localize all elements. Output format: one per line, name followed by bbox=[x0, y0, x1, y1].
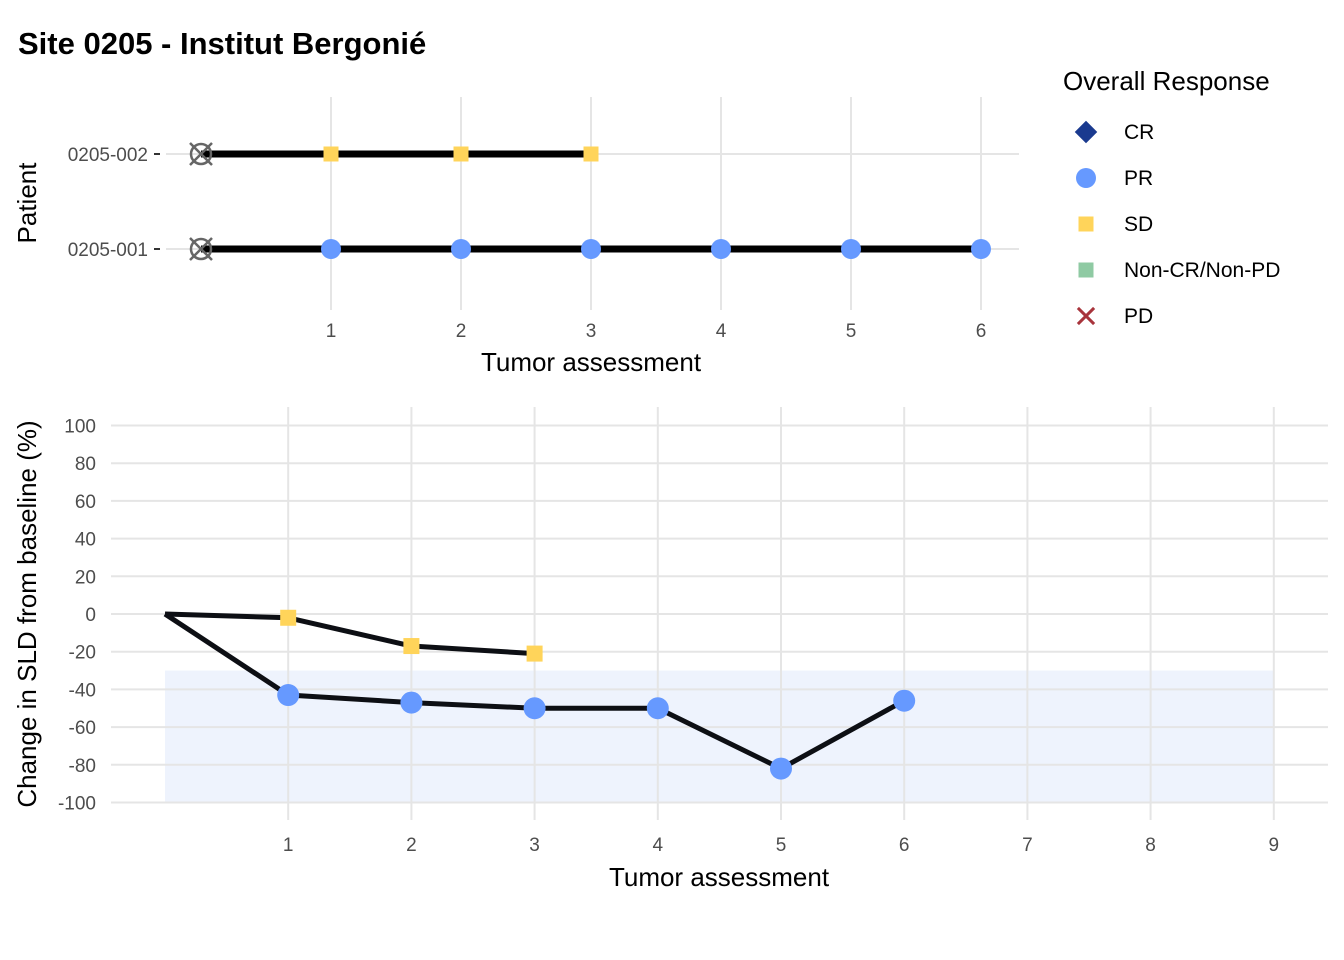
data-point bbox=[526, 645, 543, 662]
legend-label: Non-CR/Non-PD bbox=[1124, 259, 1280, 282]
x-tick-label: 5 bbox=[776, 835, 787, 856]
x-tick-label: 5 bbox=[846, 321, 857, 342]
legend-key-circle bbox=[1076, 168, 1096, 188]
legend-key-cross bbox=[1076, 306, 1096, 326]
data-point bbox=[451, 239, 471, 259]
legend-title: Overall Response bbox=[1063, 66, 1270, 96]
baseline-marker bbox=[189, 237, 213, 261]
x-axis-label: Tumor assessment bbox=[609, 862, 830, 892]
x-axis-label: Tumor assessment bbox=[481, 347, 702, 377]
baseline-cross bbox=[189, 142, 213, 166]
baseline-circle bbox=[189, 237, 213, 261]
legend-key-square bbox=[1078, 262, 1094, 278]
y-tick-label: 0205-002 bbox=[68, 145, 148, 166]
x-tick-label: 3 bbox=[529, 835, 540, 856]
legend-label: PD bbox=[1124, 305, 1153, 328]
x-tick-label: 6 bbox=[976, 321, 987, 342]
x-tick-label: 2 bbox=[456, 321, 467, 342]
data-point bbox=[971, 239, 991, 259]
y-tick-label: -40 bbox=[69, 680, 96, 701]
swimmer-plot: 0205-002 0205-001 1 2 3 4 5 6 Tumor assessment Pa… bbox=[12, 97, 1019, 377]
legend-label: SD bbox=[1124, 213, 1153, 236]
y-tick-label: -100 bbox=[58, 794, 96, 815]
x-tick-label: 7 bbox=[1022, 835, 1033, 856]
y-tick-label: 100 bbox=[64, 417, 96, 438]
x-tick-label: 6 bbox=[899, 835, 910, 856]
data-point bbox=[280, 609, 297, 626]
data-point bbox=[893, 689, 916, 712]
y-axis-label: Patient bbox=[12, 162, 42, 244]
x-tick-label: 1 bbox=[326, 321, 337, 342]
y-tick-label: 0205-001 bbox=[68, 240, 148, 261]
data-point bbox=[321, 239, 341, 259]
y-tick-label: 80 bbox=[75, 454, 96, 475]
data-point bbox=[841, 239, 861, 259]
data-point bbox=[770, 757, 792, 780]
y-tick-label: 40 bbox=[75, 530, 96, 551]
x-tick-label: 9 bbox=[1269, 835, 1280, 856]
x-tick-label: 3 bbox=[586, 321, 597, 342]
x-tick-label: 2 bbox=[406, 835, 417, 856]
legend-key-diamond bbox=[1074, 120, 1098, 144]
data-point bbox=[711, 239, 731, 259]
y-tick-label: 20 bbox=[75, 567, 96, 588]
data-point bbox=[583, 146, 599, 162]
legend-key-square bbox=[1078, 216, 1094, 232]
baseline-circle bbox=[189, 142, 213, 166]
y-tick-label: -20 bbox=[69, 643, 96, 664]
y-axis-label: Change in SLD from baseline (%) bbox=[12, 420, 42, 807]
data-point bbox=[277, 684, 300, 707]
data-point bbox=[453, 146, 469, 162]
y-tick-label: -60 bbox=[69, 718, 96, 739]
y-tick-label: -80 bbox=[69, 756, 96, 777]
data-point bbox=[323, 146, 339, 162]
baseline-marker bbox=[189, 142, 213, 166]
data-point bbox=[581, 239, 601, 259]
x-tick-label: 8 bbox=[1145, 835, 1156, 856]
data-point bbox=[523, 697, 546, 720]
data-point bbox=[646, 697, 669, 720]
x-tick-label: 1 bbox=[283, 835, 294, 856]
chart-title: Site 0205 - Institut Bergonié bbox=[18, 26, 426, 61]
y-tick-label: 0 bbox=[85, 605, 96, 626]
y-tick-label: 60 bbox=[75, 492, 96, 513]
x-tick-label: 4 bbox=[653, 835, 664, 856]
spider-plot: 100 80 60 40 20 0 -20 -40 -60 -80 -100 1 2 3 4 5 6 7 8 9 Tum… bbox=[12, 407, 1328, 892]
x-tick-label: 4 bbox=[716, 321, 727, 342]
baseline-cross bbox=[189, 237, 213, 261]
series-line bbox=[164, 611, 535, 657]
data-point bbox=[403, 638, 420, 655]
legend: Overall Response CR PR SD Non-CR/Non-PD PD bbox=[1063, 66, 1280, 328]
data-point bbox=[400, 691, 423, 714]
legend-label: PR bbox=[1124, 167, 1153, 190]
legend-label: CR bbox=[1124, 121, 1154, 144]
